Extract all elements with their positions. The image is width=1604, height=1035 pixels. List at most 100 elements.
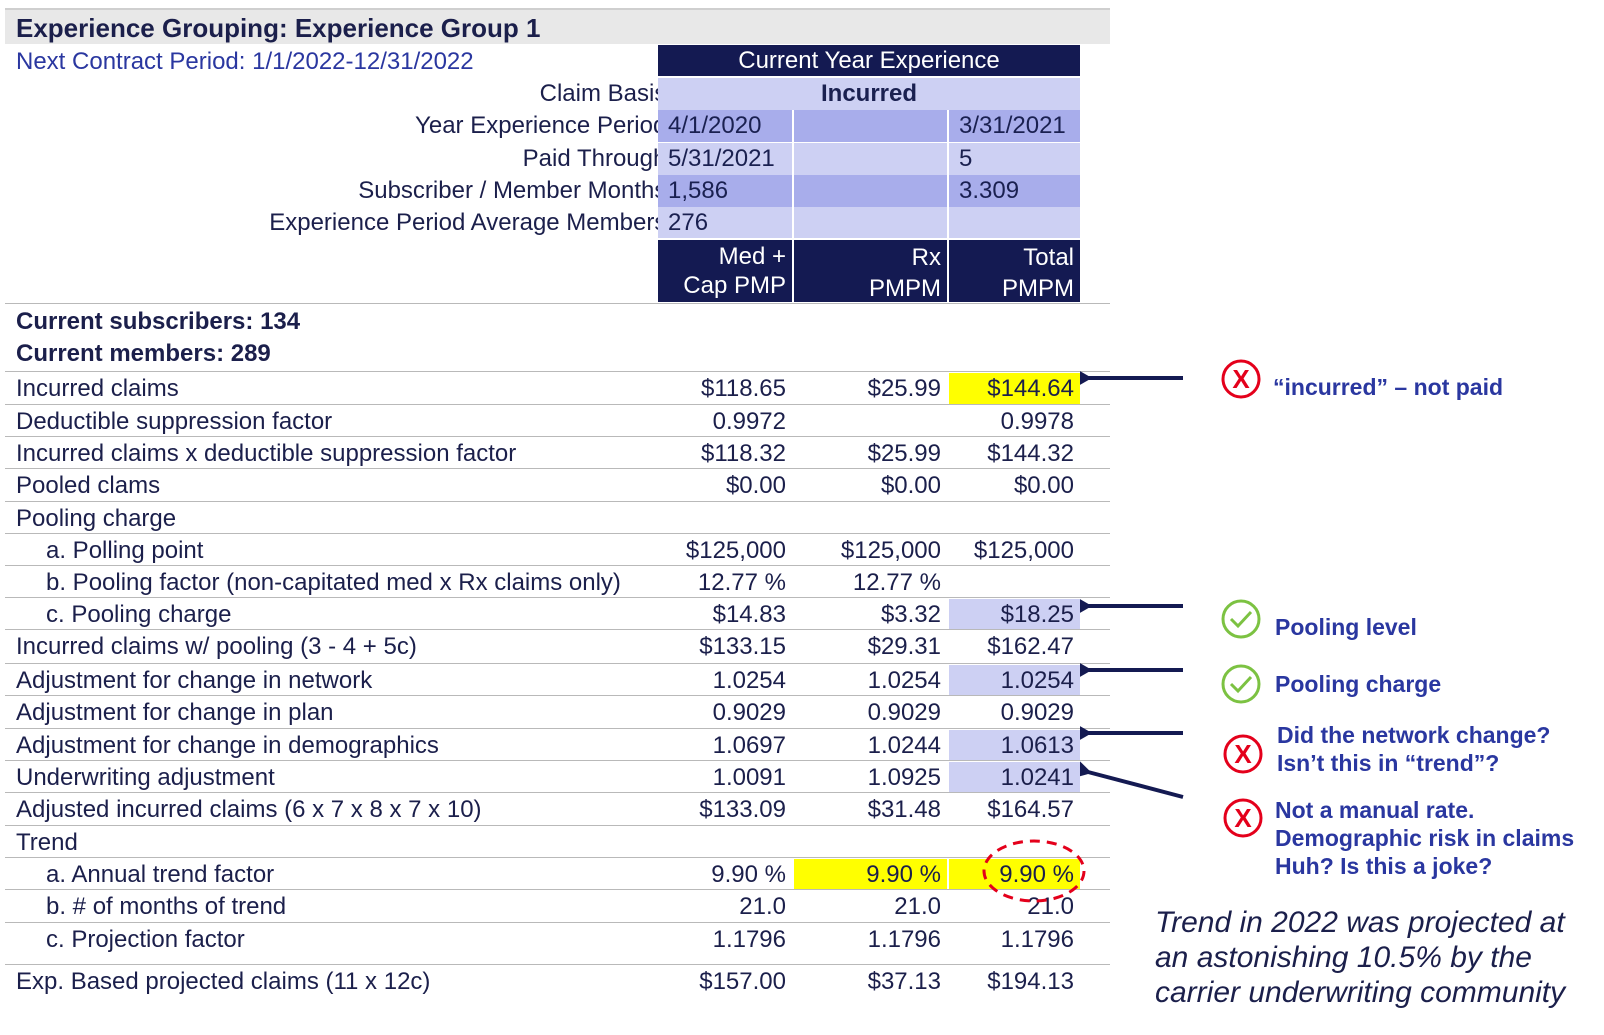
avg-members-label: Experience Period Average Members: — [269, 209, 673, 236]
cell-rx: 9.90 % — [794, 859, 947, 890]
cell-total: $0.00 — [1013, 472, 1074, 499]
row-label: a. Polling point — [46, 537, 204, 564]
cell-med: 9.90 % — [711, 861, 786, 888]
cell-med: 1.0091 — [712, 764, 786, 791]
cell-med: 12.77 % — [697, 569, 786, 596]
cell-med: 0.9029 — [712, 699, 786, 726]
row-divider — [5, 565, 1110, 566]
cell-rx: 1.1796 — [867, 926, 941, 953]
row-label: Incurred claims — [16, 375, 179, 402]
cell-med: 1.0697 — [712, 732, 786, 759]
cell-rx — [794, 503, 947, 534]
check-icon — [1221, 599, 1261, 639]
row-divider — [5, 371, 1110, 372]
row-divider — [5, 597, 1110, 598]
claim-basis-label: Claim Basis: — [539, 80, 673, 107]
paid-through-months: 5 — [949, 143, 1080, 175]
cell-rx: $37.13 — [867, 968, 941, 995]
cell-total: $125,000 — [973, 537, 1074, 564]
row-label: Trend — [16, 829, 78, 856]
row-label: Adjustment for change in network — [16, 667, 373, 694]
cell-total: $144.64 — [949, 373, 1080, 404]
cell-rx: $0.00 — [880, 472, 941, 499]
cell-med: $0.00 — [725, 472, 786, 499]
row-label: Adjusted incurred claims (6 x 7 x 8 x 7 … — [16, 796, 482, 823]
page-title: Experience Grouping: Experience Group 1 — [16, 13, 541, 43]
col-header-rx-line2: PMPM — [869, 275, 941, 302]
row-divider — [5, 792, 1110, 793]
row-divider — [5, 964, 1110, 965]
col-header-total-line2: PMPM — [1002, 275, 1074, 302]
check-icon — [1221, 664, 1261, 704]
cell-rx: $31.48 — [867, 796, 941, 823]
row-divider — [5, 760, 1110, 761]
cell-rx: $3.32 — [880, 601, 941, 628]
row-label: a. Annual trend factor — [46, 861, 275, 888]
col-header-total: Total PMPM — [949, 240, 1080, 302]
cell-med: $118.32 — [701, 440, 786, 467]
claim-basis-value: Incurred — [658, 78, 1080, 110]
annotation-network: Did the network change? Isn’t this in “t… — [1277, 721, 1550, 777]
annotation-network-line2: Isn’t this in “trend”? — [1277, 750, 1500, 776]
cell-total: $18.25 — [949, 599, 1080, 630]
trend-circle-highlight — [982, 839, 1086, 903]
cell-total: 21.0 — [1027, 893, 1074, 920]
row-divider — [5, 825, 1110, 826]
svg-text:X: X — [1232, 364, 1250, 394]
row-divider — [5, 663, 1110, 664]
row-label: Deductible suppression factor — [16, 408, 333, 435]
row-label: Adjustment for change in demographics — [16, 732, 439, 759]
avg-members-blank-2 — [949, 207, 1080, 238]
annotation-manual-line1: Not a manual rate. — [1275, 797, 1475, 823]
row-label: Incurred claims w/ pooling (3 - 4 + 5c) — [16, 633, 417, 660]
row-divider — [5, 922, 1110, 923]
cross-icon: X — [1221, 359, 1261, 399]
exp-period-start: 4/1/2020 — [658, 110, 792, 142]
cell-total: 1.1796 — [1000, 926, 1074, 953]
cell-total — [949, 503, 1080, 534]
member-months-label: Subscriber / Member Months: — [358, 177, 673, 204]
row-label: c. Projection factor — [46, 926, 245, 953]
cell-rx — [794, 827, 947, 858]
cell-rx: $25.99 — [867, 375, 941, 402]
paid-through-blank — [794, 143, 947, 175]
contract-period: Next Contract Period: 1/1/2022-12/31/202… — [16, 48, 474, 75]
cell-med: 1.0254 — [712, 667, 786, 694]
exp-period-blank — [794, 110, 947, 142]
cell-med: $125,000 — [685, 537, 786, 564]
member-months-blank — [794, 175, 947, 207]
annotation-manual-line2: Demographic risk in claims — [1275, 825, 1575, 851]
row-divider — [5, 501, 1110, 502]
row-divider — [5, 857, 1110, 858]
cell-med: 21.0 — [739, 893, 786, 920]
cell-med: $133.09 — [699, 796, 786, 823]
cell-total — [949, 567, 1080, 598]
cell-rx: 12.77 % — [852, 569, 941, 596]
cell-total: $144.32 — [987, 440, 1074, 467]
section-header: Current Year Experience — [658, 45, 1080, 76]
cell-rx: 1.0244 — [867, 732, 941, 759]
row-divider — [5, 629, 1110, 630]
cell-total: 0.9029 — [1000, 699, 1074, 726]
row-label: Pooling charge — [16, 505, 177, 532]
cell-med — [658, 827, 792, 858]
cell-total: $164.57 — [987, 796, 1074, 823]
exp-period-label: Year Experience Period: — [415, 112, 673, 139]
cell-total: 9.90 % — [949, 859, 1080, 890]
cell-med: $133.15 — [699, 633, 786, 660]
row-label: Adjustment for change in plan — [16, 699, 334, 726]
row-divider — [5, 533, 1110, 534]
row-divider — [5, 889, 1110, 890]
col-header-total-line1: Total — [1023, 244, 1074, 271]
row-divider — [5, 404, 1110, 405]
annotation-network-line1: Did the network change? — [1277, 722, 1551, 748]
cross-icon: X — [1223, 734, 1263, 774]
annotation-incurred: “incurred” – not paid — [1273, 374, 1504, 400]
cell-med — [658, 503, 792, 534]
col-header-med: Med + Cap PMP — [658, 240, 792, 302]
row-divider — [5, 695, 1110, 696]
exp-period-end: 3/31/2021 — [949, 110, 1080, 142]
row-divider — [5, 728, 1110, 729]
col-header-med-line2: Cap PMP — [683, 272, 786, 299]
cell-rx: 1.0925 — [867, 764, 941, 791]
